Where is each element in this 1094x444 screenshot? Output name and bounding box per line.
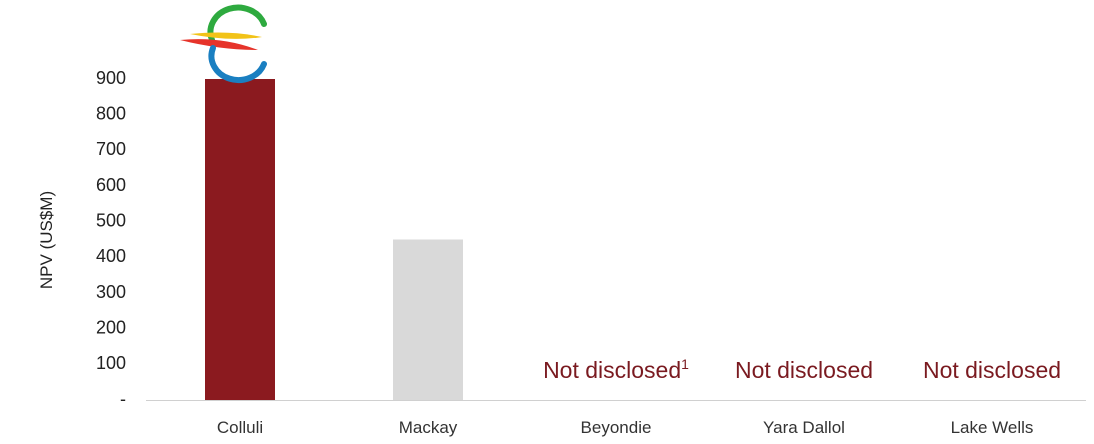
y-axis-ticks: - 100 200 300 400 500 600 700 800 900 (96, 68, 126, 409)
annotations: Not disclosed1 Not disclosed Not disclosed (543, 356, 1061, 383)
not-disclosed-label: Not disclosed (923, 357, 1061, 383)
y-tick-label: 900 (96, 68, 126, 88)
y-tick-label: 300 (96, 282, 126, 302)
y-tick-label: - (120, 389, 126, 409)
logo-blue-arc (208, 45, 267, 84)
y-tick-label: 200 (96, 317, 126, 337)
x-tick-label: Yara Dallol (763, 418, 845, 437)
not-disclosed-label: Not disclosed (735, 357, 873, 383)
y-tick-label: 700 (96, 139, 126, 159)
not-disclosed-label: Not disclosed1 (543, 356, 689, 383)
y-tick-label: 400 (96, 246, 126, 266)
y-tick-label: 100 (96, 353, 126, 373)
logo-red-swoosh (180, 39, 258, 50)
x-tick-label: Beyondie (581, 418, 652, 437)
colluli-logo (180, 4, 267, 84)
x-tick-label: Colluli (217, 418, 263, 437)
logo-green-arc (207, 4, 267, 43)
x-axis-labels: Colluli Mackay Beyondie Yara Dallol Lake Wel… (217, 418, 1034, 437)
y-tick-label: 800 (96, 103, 126, 123)
x-tick-label: Lake Wells (951, 418, 1034, 437)
bars (205, 79, 463, 400)
bar-colluli (205, 79, 275, 400)
x-tick-label: Mackay (399, 418, 458, 437)
footnote-marker: 1 (681, 356, 689, 372)
y-axis-title: NPV (US$M) (37, 191, 56, 289)
logo-yellow-swoosh (190, 32, 262, 39)
bar-mackay (393, 239, 463, 400)
y-tick-label: 600 (96, 175, 126, 195)
y-tick-label: 500 (96, 210, 126, 230)
